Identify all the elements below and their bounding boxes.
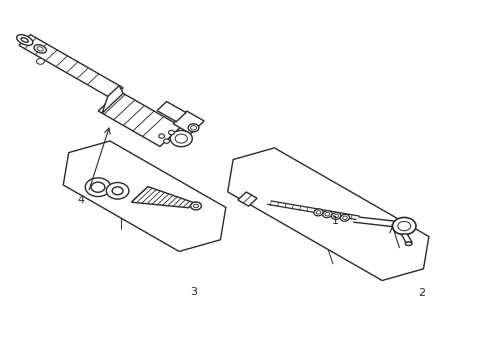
- Polygon shape: [228, 148, 429, 280]
- Ellipse shape: [85, 178, 111, 197]
- Ellipse shape: [191, 202, 201, 210]
- Ellipse shape: [316, 211, 321, 214]
- Ellipse shape: [341, 214, 349, 221]
- Ellipse shape: [170, 130, 192, 147]
- Polygon shape: [102, 86, 123, 113]
- Ellipse shape: [314, 209, 323, 216]
- Polygon shape: [63, 141, 226, 251]
- Polygon shape: [19, 35, 123, 99]
- Ellipse shape: [21, 38, 28, 42]
- Ellipse shape: [175, 134, 187, 143]
- Text: 2: 2: [418, 288, 425, 298]
- Text: 1: 1: [332, 216, 339, 226]
- Ellipse shape: [106, 183, 129, 199]
- Ellipse shape: [392, 217, 416, 235]
- Ellipse shape: [17, 35, 33, 45]
- Polygon shape: [157, 102, 186, 122]
- Ellipse shape: [323, 211, 332, 218]
- Ellipse shape: [34, 45, 47, 53]
- Ellipse shape: [398, 221, 411, 231]
- Polygon shape: [401, 234, 412, 242]
- Ellipse shape: [194, 204, 198, 208]
- Ellipse shape: [405, 242, 412, 246]
- Ellipse shape: [334, 214, 339, 218]
- Ellipse shape: [112, 187, 123, 195]
- Text: 4: 4: [77, 195, 84, 205]
- Polygon shape: [238, 192, 257, 206]
- Ellipse shape: [169, 130, 174, 135]
- Ellipse shape: [191, 126, 196, 130]
- Ellipse shape: [325, 212, 330, 216]
- Ellipse shape: [332, 212, 341, 220]
- Ellipse shape: [159, 134, 165, 138]
- Ellipse shape: [37, 47, 43, 51]
- Polygon shape: [173, 111, 204, 134]
- Ellipse shape: [188, 124, 199, 132]
- Ellipse shape: [37, 59, 45, 64]
- Polygon shape: [98, 91, 181, 147]
- Ellipse shape: [164, 139, 170, 143]
- Text: 3: 3: [190, 287, 197, 297]
- Ellipse shape: [343, 216, 347, 220]
- Ellipse shape: [91, 182, 105, 192]
